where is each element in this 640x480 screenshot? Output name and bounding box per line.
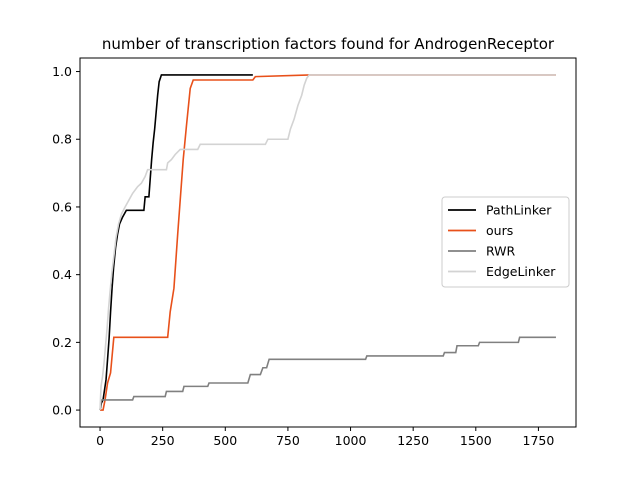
x-axis: 0 250 500 750 1000 1250 1500 1750 bbox=[96, 427, 554, 448]
x-tick-label: 1750 bbox=[523, 433, 555, 448]
x-tick-label: 0 bbox=[96, 433, 104, 448]
series-line-pathlinker bbox=[99, 74, 253, 411]
legend-label-pathlinker: PathLinker bbox=[486, 203, 552, 218]
series-line-edgelinker bbox=[99, 74, 556, 411]
chart-title: number of transcription factors found fo… bbox=[102, 35, 555, 53]
y-tick-label: 0.6 bbox=[52, 199, 72, 214]
x-tick-label: 1500 bbox=[460, 433, 492, 448]
series-line-rwr bbox=[99, 336, 556, 411]
legend-label-ours: ours bbox=[486, 223, 513, 238]
y-tick-label: 1.0 bbox=[52, 64, 72, 79]
x-tick-label: 500 bbox=[213, 433, 237, 448]
y-tick-label: 0.4 bbox=[52, 267, 72, 282]
x-tick-label: 250 bbox=[151, 433, 175, 448]
x-tick-label: 1000 bbox=[335, 433, 367, 448]
y-tick-label: 0.8 bbox=[52, 132, 72, 147]
x-tick-label: 1250 bbox=[397, 433, 429, 448]
plot-frame bbox=[79, 57, 577, 428]
plot-lines bbox=[99, 74, 556, 411]
legend-label-rwr: RWR bbox=[486, 244, 516, 259]
y-axis: 0.0 0.2 0.4 0.6 0.8 1.0 bbox=[52, 64, 80, 418]
legend-box bbox=[441, 196, 570, 288]
y-tick-label: 0.0 bbox=[52, 403, 72, 418]
legend-label-edgelinker: EdgeLinker bbox=[486, 264, 556, 279]
legend: PathLinker ours RWR EdgeLinker bbox=[441, 196, 570, 288]
y-tick-label: 0.2 bbox=[52, 335, 72, 350]
series-line-ours bbox=[100, 74, 556, 411]
x-tick-label: 750 bbox=[276, 433, 300, 448]
